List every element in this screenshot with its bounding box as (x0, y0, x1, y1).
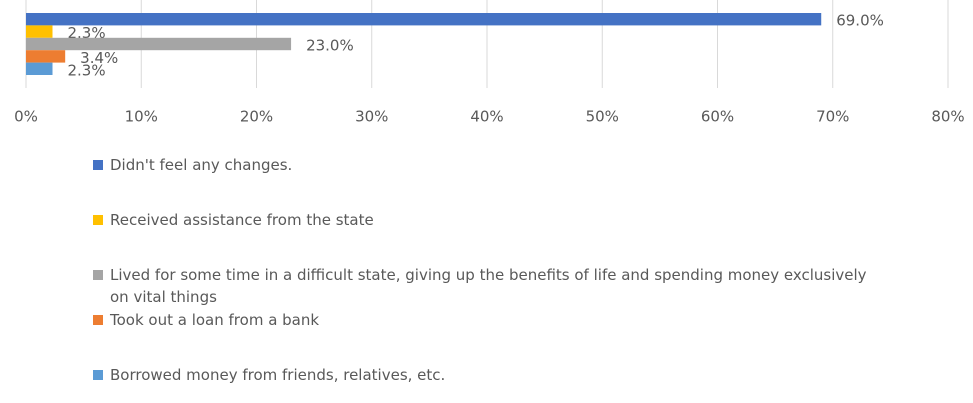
data-label: 69.0% (836, 12, 884, 30)
legend-item: Received assistance from the state (93, 209, 873, 231)
bar (26, 50, 66, 63)
legend-swatch (93, 270, 103, 280)
bar (26, 37, 292, 51)
data-label: 23.0% (306, 37, 354, 55)
legend-label: Received assistance from the state (110, 211, 374, 229)
legend-label: Took out a loan from a bank (110, 311, 320, 329)
legend-label: Didn't feel any changes. (110, 156, 293, 174)
legend-item: Borrowed money from friends, relatives, … (93, 364, 873, 386)
legend-label: Borrowed money from friends, relatives, … (110, 366, 446, 384)
data-label: 2.3% (68, 61, 106, 79)
x-tick-label: 10% (125, 108, 158, 126)
bar (26, 62, 53, 75)
x-tick-label: 0% (14, 108, 38, 126)
x-tick-label: 60% (701, 108, 734, 126)
x-tick-label: 30% (355, 108, 388, 126)
legend-swatch (93, 315, 103, 325)
data-label: 3.4% (80, 49, 118, 67)
legend-label: Lived for some time in a difficult state… (110, 266, 867, 306)
bar (26, 25, 53, 38)
x-tick-label: 80% (931, 108, 964, 126)
x-tick-label: 70% (816, 108, 849, 126)
legend-swatch (93, 160, 103, 170)
legend-item: Didn't feel any changes. (93, 154, 873, 176)
legend-swatch (93, 370, 103, 380)
legend-swatch (93, 215, 103, 225)
x-tick-label: 40% (470, 108, 503, 126)
x-tick-label: 50% (586, 108, 619, 126)
bar (26, 13, 822, 26)
chart: 0% 10% 20% 30% 40% 50% 60% 70% 80% 69.0% 2.3% 23.0%… (14, 0, 965, 126)
legend-item: Took out a loan from a bank (93, 309, 873, 331)
x-tick-label: 20% (240, 108, 273, 126)
data-label: 2.3% (68, 24, 106, 42)
legend-item: Lived for some time in a difficult state… (93, 264, 873, 308)
